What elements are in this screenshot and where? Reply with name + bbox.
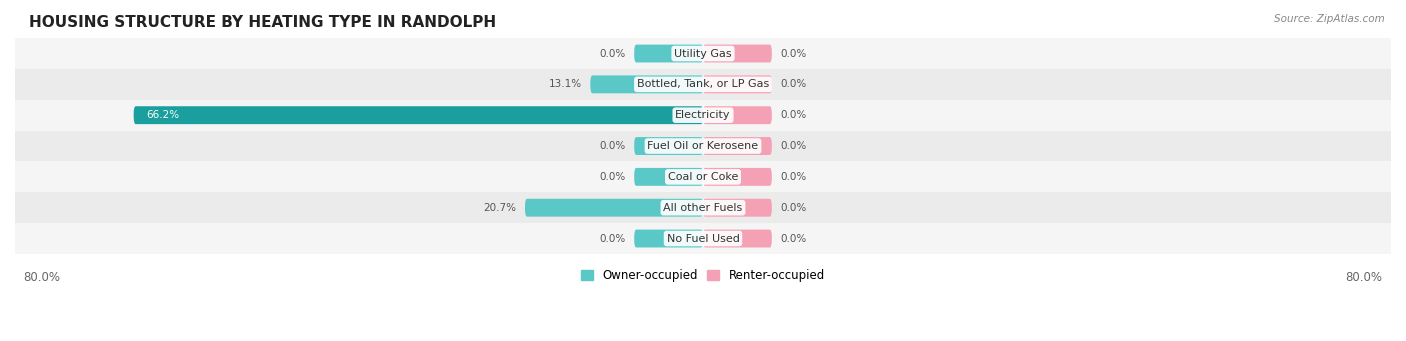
Legend: Owner-occupied, Renter-occupied: Owner-occupied, Renter-occupied <box>576 265 830 287</box>
FancyBboxPatch shape <box>703 168 772 186</box>
FancyBboxPatch shape <box>634 229 703 248</box>
Bar <box>15 161 1391 192</box>
Text: Utility Gas: Utility Gas <box>675 48 731 59</box>
FancyBboxPatch shape <box>703 45 772 62</box>
FancyBboxPatch shape <box>634 168 703 186</box>
Text: 0.0%: 0.0% <box>599 172 626 182</box>
Text: 0.0%: 0.0% <box>780 234 807 243</box>
Text: Electricity: Electricity <box>675 110 731 120</box>
Text: 20.7%: 20.7% <box>484 203 516 213</box>
Text: 0.0%: 0.0% <box>780 110 807 120</box>
Bar <box>15 69 1391 100</box>
Text: Fuel Oil or Kerosene: Fuel Oil or Kerosene <box>647 141 759 151</box>
Text: Source: ZipAtlas.com: Source: ZipAtlas.com <box>1274 14 1385 24</box>
Text: 66.2%: 66.2% <box>146 110 180 120</box>
FancyBboxPatch shape <box>703 229 772 248</box>
Text: 0.0%: 0.0% <box>780 141 807 151</box>
Bar <box>15 100 1391 131</box>
FancyBboxPatch shape <box>524 199 703 217</box>
Text: Coal or Coke: Coal or Coke <box>668 172 738 182</box>
Bar <box>15 131 1391 161</box>
Text: All other Fuels: All other Fuels <box>664 203 742 213</box>
Bar <box>15 223 1391 254</box>
Text: 0.0%: 0.0% <box>780 172 807 182</box>
Text: No Fuel Used: No Fuel Used <box>666 234 740 243</box>
Text: Bottled, Tank, or LP Gas: Bottled, Tank, or LP Gas <box>637 79 769 89</box>
FancyBboxPatch shape <box>703 106 772 124</box>
Text: 13.1%: 13.1% <box>548 79 582 89</box>
Text: HOUSING STRUCTURE BY HEATING TYPE IN RANDOLPH: HOUSING STRUCTURE BY HEATING TYPE IN RAN… <box>28 15 496 30</box>
FancyBboxPatch shape <box>634 45 703 62</box>
Text: 0.0%: 0.0% <box>780 79 807 89</box>
Text: 80.0%: 80.0% <box>1346 271 1382 284</box>
Text: 0.0%: 0.0% <box>780 203 807 213</box>
FancyBboxPatch shape <box>703 199 772 217</box>
FancyBboxPatch shape <box>703 75 772 93</box>
Text: 0.0%: 0.0% <box>599 48 626 59</box>
FancyBboxPatch shape <box>134 106 703 124</box>
Bar <box>15 192 1391 223</box>
Text: 0.0%: 0.0% <box>599 234 626 243</box>
FancyBboxPatch shape <box>703 137 772 155</box>
Bar <box>15 38 1391 69</box>
FancyBboxPatch shape <box>634 137 703 155</box>
Text: 80.0%: 80.0% <box>24 271 60 284</box>
FancyBboxPatch shape <box>591 75 703 93</box>
Text: 0.0%: 0.0% <box>599 141 626 151</box>
Text: 0.0%: 0.0% <box>780 48 807 59</box>
